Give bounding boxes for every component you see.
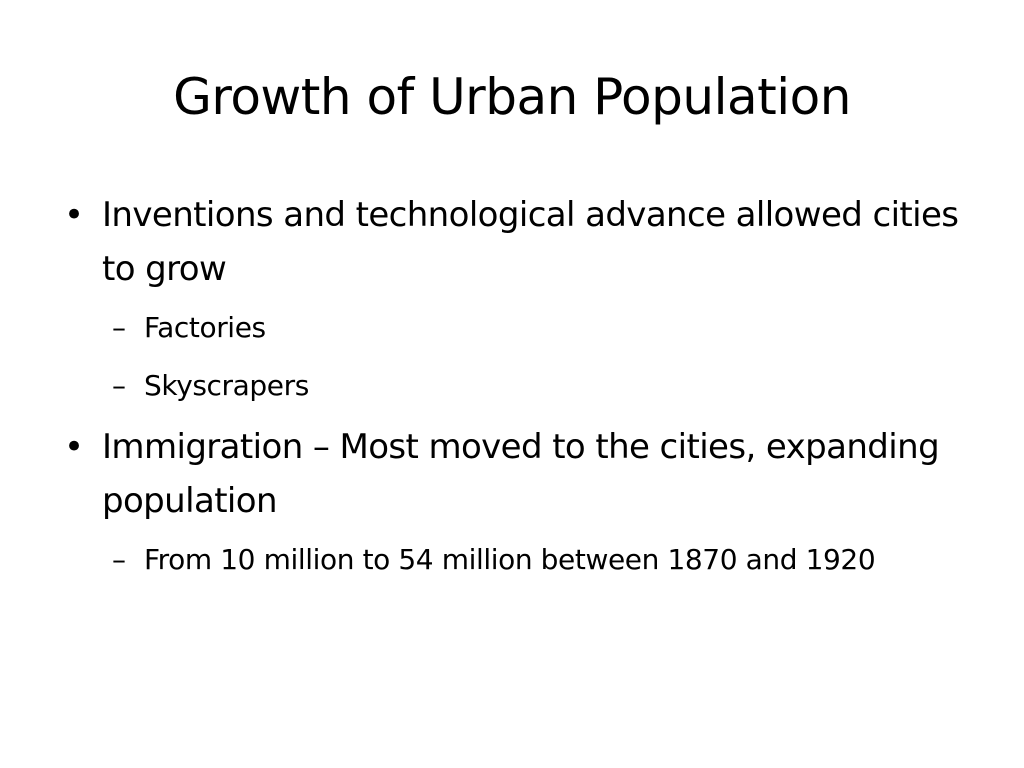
bullet-dot-icon: • <box>64 427 84 467</box>
sub-bullet-item: – Skyscrapers <box>60 362 970 410</box>
slide-body: • Inventions and technological advance a… <box>60 188 970 594</box>
sub-bullet-item: – From 10 million to 54 million between … <box>60 536 970 584</box>
slide-title: Growth of Urban Population <box>173 68 851 126</box>
bullet-dot-icon: • <box>64 195 84 235</box>
dash-icon: – <box>112 311 126 344</box>
bullet-item: • Immigration – Most moved to the cities… <box>60 420 970 528</box>
sub-bullet-list: – From 10 million to 54 million between … <box>60 536 970 584</box>
bullet-item: • Inventions and technological advance a… <box>60 188 970 296</box>
sub-bullet-list: – Factories – Skyscrapers <box>60 304 970 410</box>
bullet-text: Inventions and technological advance all… <box>102 195 959 289</box>
dash-icon: – <box>112 543 126 576</box>
dash-icon: – <box>112 369 126 402</box>
sub-bullet-item: – Factories <box>60 304 970 352</box>
bullet-text: Immigration – Most moved to the cities, … <box>102 427 940 521</box>
sub-bullet-text: Factories <box>144 311 266 344</box>
sub-bullet-text: From 10 million to 54 million between 18… <box>144 543 876 576</box>
sub-bullet-text: Skyscrapers <box>144 369 309 402</box>
